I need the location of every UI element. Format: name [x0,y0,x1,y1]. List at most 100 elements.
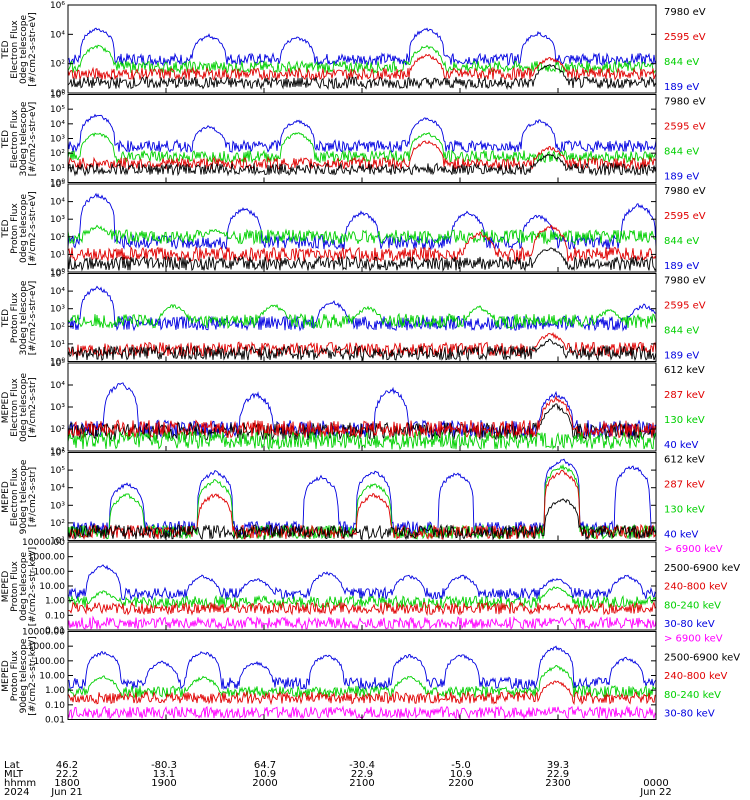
y-label-line: [#/cm2-s-str-eV] [28,191,38,266]
y-label-line: Electron Flux [10,378,20,437]
y-tick-label: 10⁴ [50,381,65,391]
series-green-trace [67,224,657,246]
series-blue-trace [67,285,657,332]
y-tick-label: 10² [50,60,65,70]
y-label-line: Electron Flux [10,109,20,168]
y-label-line: Proton Flux [10,650,20,701]
series-red-trace [67,600,657,616]
y-tick-label: 10⁵ [50,105,65,115]
panel-frame [67,631,657,720]
legend-red: 2595 eV [664,211,706,222]
y-tick-label: 10² [50,425,65,435]
legend-blue: 40 keV [664,440,698,451]
y-label-line: [#/cm2-s-str] [28,467,38,527]
series-blue-trace [67,382,657,439]
y-axis-label: TEDElectron Flux30deg telescope[#/cm2-s-… [1,101,38,176]
y-label-line: MEPED [1,660,11,692]
panel-8: 0.010.101.0010.00100.001000.0010000.00ME… [1,628,740,726]
y-tick-label: 10¹ [50,250,65,260]
y-tick-label: 1000.00 [28,642,65,652]
y-tick-label: 10⁴ [50,30,65,40]
panel-1: 10⁰ 10² 10⁴ 10⁶ TEDElectron Flux0deg telesco… [1,1,706,99]
y-tick-label: 10¹ [50,447,65,457]
y-tick-label: 10⁰ [50,179,65,189]
y-tick-label: 10⁴ [50,120,65,130]
y-label-line: 0deg telescope [19,373,29,443]
series-red-trace [67,395,657,440]
series-red-trace [67,332,657,358]
legend-magenta: > 6900 keV [664,634,723,645]
legend-red: 287 keV [664,390,705,401]
y-label-line: TED [1,219,11,238]
y-tick-label: 10⁴ [50,484,65,494]
panel-frame [67,452,657,541]
series-black-trace [67,153,657,177]
legend-red: 2595 eV [664,32,706,43]
y-tick-label: 100.00 [34,657,66,667]
y-tick-label: 10³ [50,501,65,511]
y-tick-label: 10.00 [39,582,65,592]
y-label-line: MEPED [1,571,11,603]
series-red-trace [68,469,657,541]
y-label-line: TED [1,130,11,149]
y-tick-label: 10¹ [50,340,65,350]
y-axis-label: TEDProton Flux0deg telescope[#/cm2-s-str… [1,191,38,266]
y-tick-label: 10² [50,519,65,529]
y-label-line: 30deg telescope [19,280,29,355]
legend-black: 2500-6900 keV [664,563,740,574]
legend-red: 240-800 keV [664,582,728,593]
series-blue-trace [67,458,657,537]
legend-black: 7980 eV [664,186,706,197]
legend-red: 2595 eV [664,301,706,312]
y-label-line: [#/cm2-s-str-keV] [28,547,38,626]
y-label-line: Proton Flux [10,203,20,254]
y-label-line: 0deg telescope [19,552,29,622]
legend-black: 7980 eV [664,276,706,287]
legend-blue: 189 eV [664,351,699,362]
series-blue-trace [67,27,657,67]
y-tick-label: 10³ [50,215,65,225]
y-label-line: MEPED [1,481,11,513]
y-tick-label: 10⁶ [50,1,65,11]
y-axis-label: MEPEDElectron Flux0deg telescope[#/cm2-s… [1,373,38,443]
y-label-line: [#/cm2-s-str-keV] [28,636,38,715]
y-tick-label: 1.00 [45,686,65,696]
series-blue-trace [67,564,657,601]
legend-red: 2595 eV [664,122,706,133]
legend-blue: 40 keV [664,530,698,541]
y-label-line: 90deg telescope [19,638,29,713]
legend-green: 130 keV [664,505,705,516]
y-tick-label: 0.10 [45,611,65,621]
y-label-line: 0deg telescope [19,15,29,85]
series-blue-trace [68,645,657,691]
legend-blue: 189 eV [664,82,699,93]
y-tick-label: 0.01 [45,716,65,726]
y-tick-label: 10² [50,233,65,243]
y-axis-label: MEPEDProton Flux90deg telescope[#/cm2-s-… [1,636,38,715]
panel-7: 0.010.101.0010.00100.001000.0010000.00ME… [1,538,740,636]
y-tick-label: 10000.00 [22,628,65,638]
panel-2: 10⁰ 10¹ 10² 10³ 10⁴ 10⁵ 10⁶ TEDElectron Flux30d… [1,91,706,189]
y-tick-label: 1.00 [45,597,65,607]
series-red-trace [67,140,657,171]
y-tick-label: 0.10 [45,701,65,711]
y-tick-label: 10⁶ [50,449,65,459]
legend-green: 80-240 keV [664,600,721,611]
y-tick-label: 10⁰ [50,89,65,99]
series-red-trace [67,224,657,264]
y-tick-label: 0.01 [45,626,65,636]
legend-magenta: > 6900 keV [664,544,723,555]
y-label-line: [#/cm2-s-str] [28,377,38,437]
legend-green: 130 keV [664,415,705,426]
legend-blue: 189 eV [664,172,699,183]
y-tick-label: 10⁴ [50,198,65,208]
y-label-line: MEPED [1,392,11,424]
y-label-line: 0deg telescope [19,194,29,264]
series-magenta-trace [67,615,657,631]
y-label-line: Proton Flux [10,292,20,343]
y-tick-label: 10⁵ [50,180,65,190]
y-label-line: [#/cm2-s-str-eV] [28,12,38,87]
panel-5: 10¹ 10² 10³ 10⁴ 10⁵ MEPEDElectron Flux0deg te… [1,359,705,457]
y-tick-label: 10¹ [50,164,65,174]
